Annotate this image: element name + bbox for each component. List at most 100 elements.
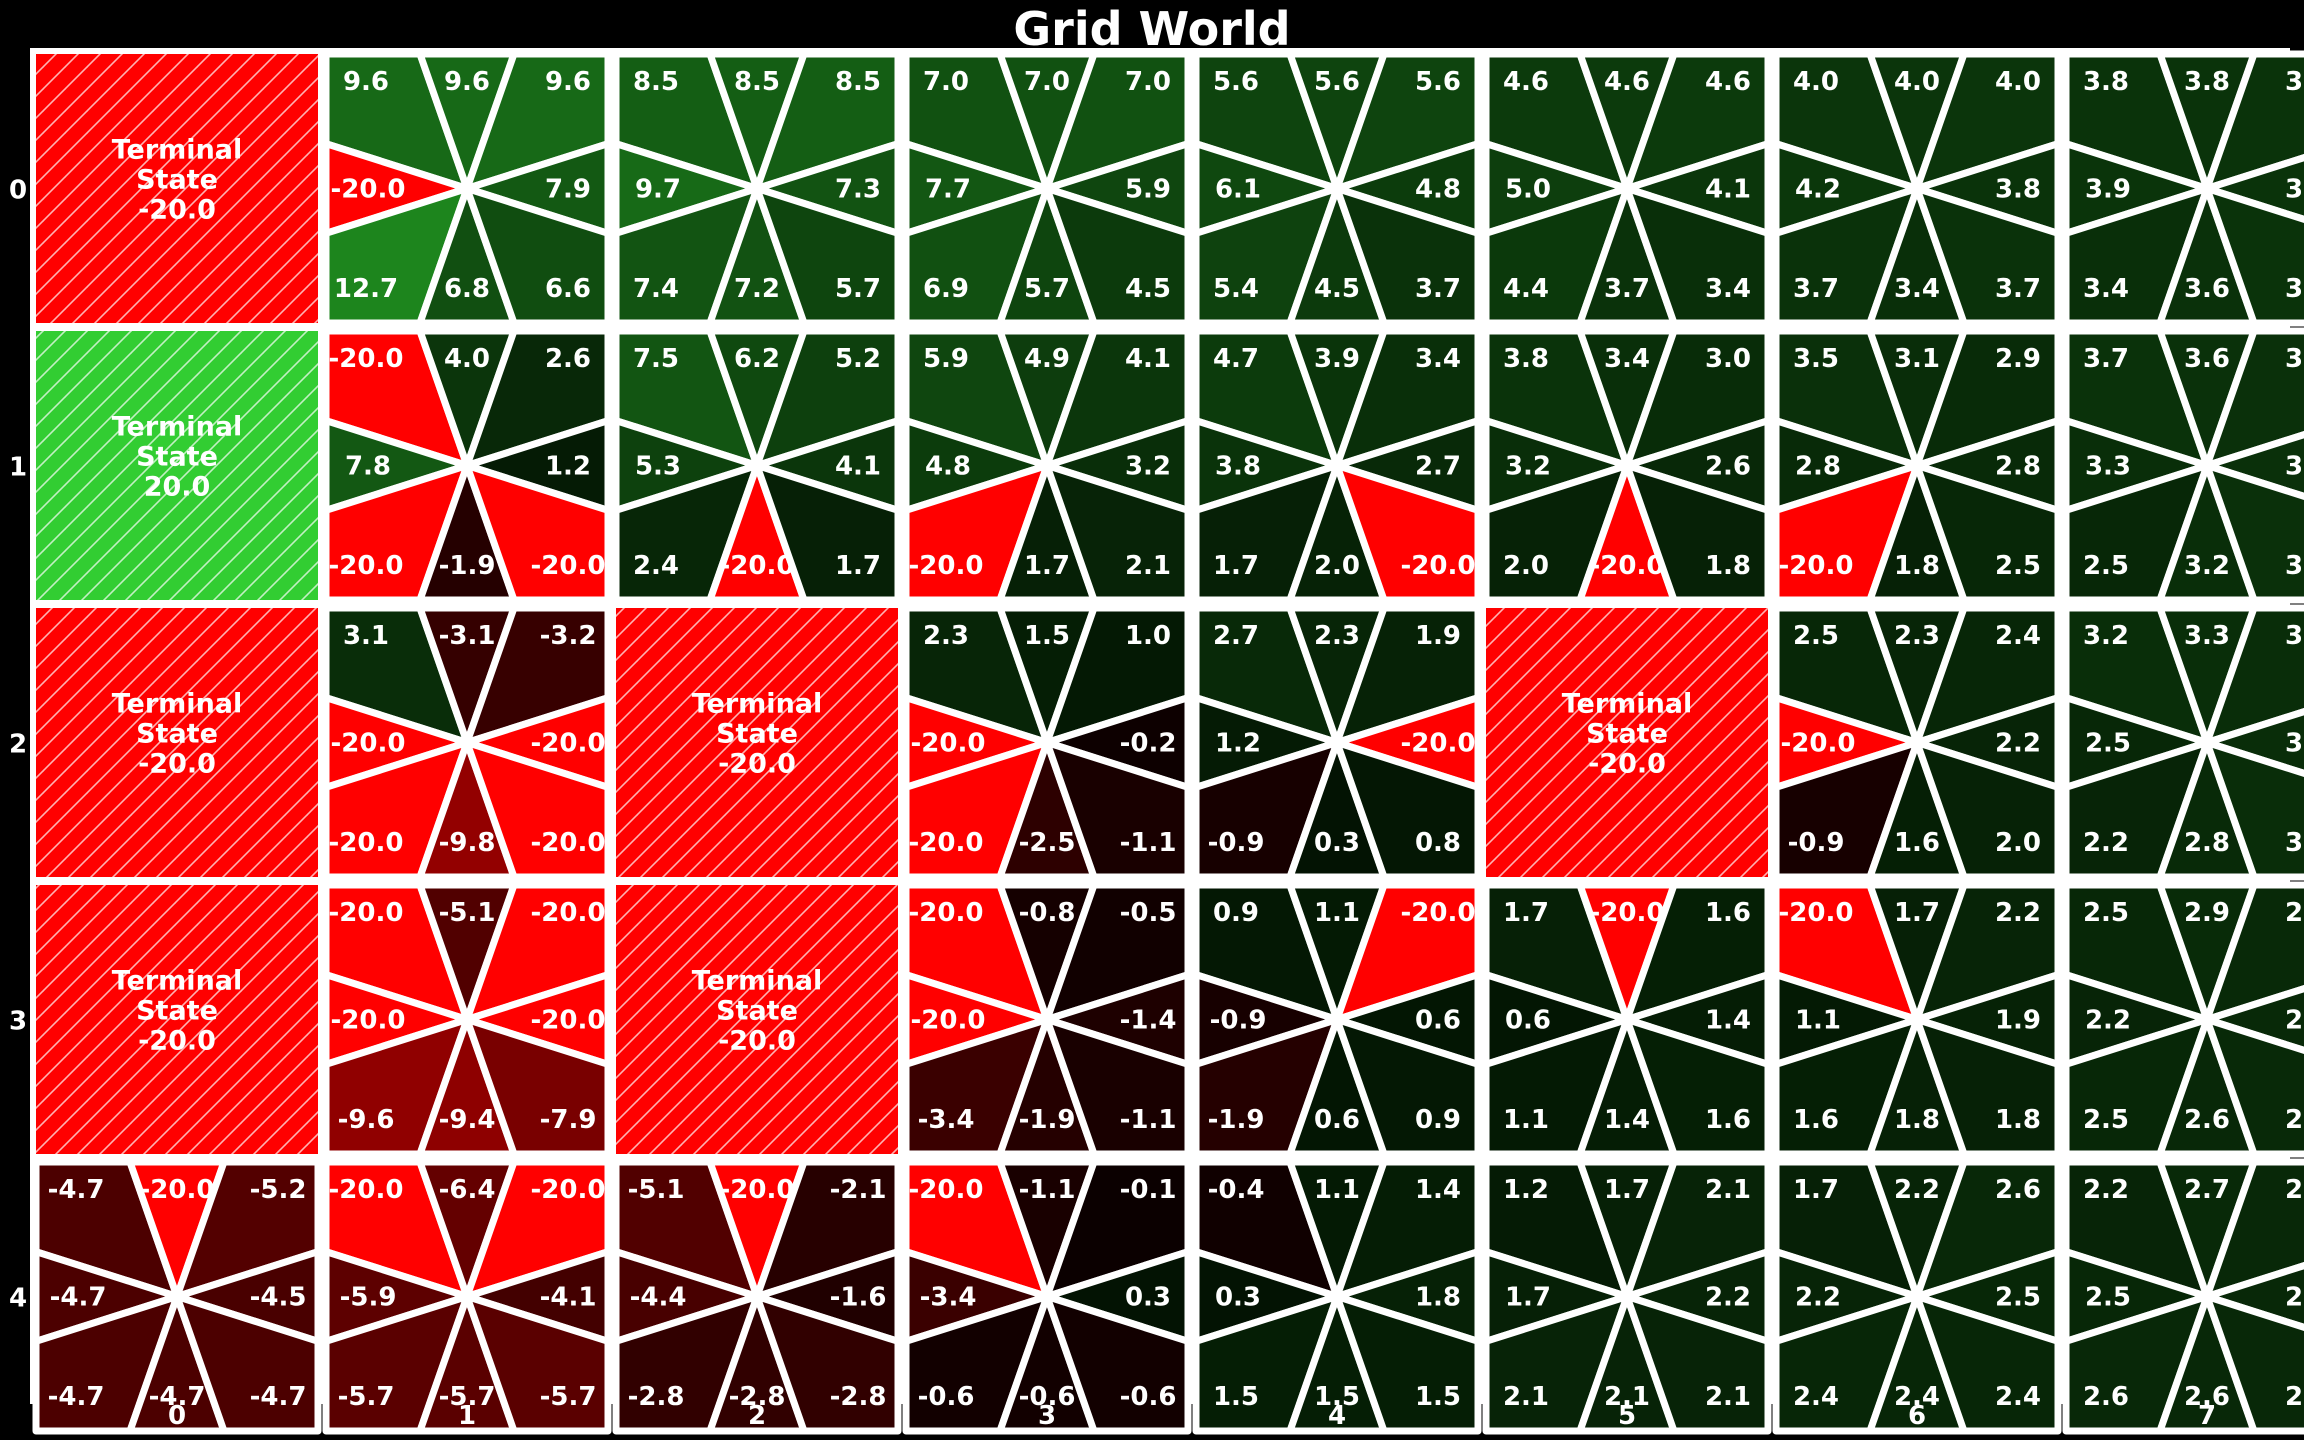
q-wedge-down-right <box>1043 739 1192 881</box>
q-value-down-left: -2.8 <box>628 1382 685 1412</box>
q-value-down: -2.5 <box>1019 828 1076 858</box>
q-value-up-left: 5.6 <box>1213 67 1259 97</box>
q-value-up-left: 3.8 <box>1503 344 1549 374</box>
q-value-up-right: 1.0 <box>1125 621 1171 651</box>
q-value-left: 2.2 <box>2085 1006 2131 1036</box>
grid-cells: Terminal State -20.09.6 9.6 9.6-20.0 7.912.7 6… <box>32 50 2304 1435</box>
q-value-left: -3.4 <box>920 1283 977 1313</box>
q-value-up-left: 7.5 <box>633 344 679 374</box>
q-value-up-right: 2.7 <box>2285 898 2304 928</box>
q-value-down-left: -9.6 <box>338 1105 395 1135</box>
q-value-up: -20.0 <box>1590 898 1665 928</box>
q-wedge-down-right <box>1333 462 1482 604</box>
q-value-right: 1.4 <box>1705 1006 1751 1036</box>
q-wedge-down-right <box>2203 739 2304 881</box>
q-value-down-right: -7.9 <box>540 1105 597 1135</box>
x-tick-label: 3 <box>1038 1401 1056 1431</box>
q-wedge-down-right <box>463 462 612 604</box>
q-value-up: 1.1 <box>1314 898 1360 928</box>
q-value-up-right: 3.0 <box>1705 344 1751 374</box>
q-value-right: 3.1 <box>2285 729 2304 759</box>
q-wedge-up-right <box>2203 604 2304 746</box>
q-value-down-left: -20.0 <box>329 551 404 581</box>
q-value-left: -0.9 <box>1210 1006 1267 1036</box>
q-value-down-right: 2.6 <box>2285 1382 2304 1412</box>
q-wedge-down-right <box>2203 1016 2304 1158</box>
q-value-down-right: -2.8 <box>830 1382 887 1412</box>
q-value-down: 5.7 <box>1024 274 1070 304</box>
q-value-up-left: 3.1 <box>343 621 389 651</box>
q-value-left: 0.6 <box>1505 1006 1551 1036</box>
cell-r3-c1: -20.0 -5.1 -20.0 -20.0 -20.0 -9.6 -9.4 -7.9 <box>322 881 612 1158</box>
q-value-right: 2.2 <box>1995 729 2041 759</box>
y-tick-label: 2 <box>9 730 27 760</box>
q-wedge-down-right <box>1333 1016 1482 1158</box>
q-value-down-right: 3.7 <box>1995 274 2041 304</box>
q-value-up: 8.5 <box>734 67 780 97</box>
q-value-down: 2.6 <box>2184 1382 2230 1412</box>
q-value-up: 4.9 <box>1024 344 1070 374</box>
q-value-left: 3.9 <box>2085 175 2131 205</box>
q-value-down: 2.8 <box>2184 828 2230 858</box>
q-value-right: -20.0 <box>531 1006 606 1036</box>
q-value-down-right: 0.9 <box>1415 1105 1461 1135</box>
q-value-left: 5.0 <box>1505 175 1551 205</box>
q-value-down-left: 2.2 <box>2083 828 2129 858</box>
terminal-cell-hatch <box>616 608 898 877</box>
q-value-up-left: 2.7 <box>1213 621 1259 651</box>
q-value-left: -20.0 <box>331 175 406 205</box>
q-value-down-left: 6.9 <box>923 274 969 304</box>
q-value-up: 3.6 <box>2184 344 2230 374</box>
q-value-down-right: 5.7 <box>835 274 881 304</box>
q-value-right: -20.0 <box>531 729 606 759</box>
q-value-up-left: 2.3 <box>923 621 969 651</box>
q-value-down: -9.4 <box>439 1105 496 1135</box>
q-value-up-left: -20.0 <box>329 1175 404 1205</box>
q-value-up-right: 3.8 <box>2285 67 2304 97</box>
q-value-up-right: -20.0 <box>1401 898 1476 928</box>
cell-r0-c4: 5.6 5.6 5.6 6.1 4.8 5.4 4.5 3.7 <box>1192 50 1482 327</box>
q-wedge-down-right <box>1913 1293 2062 1435</box>
q-value-down-left: 7.4 <box>633 274 679 304</box>
q-value-down: 1.8 <box>1894 1105 1940 1135</box>
cell-r0-c7: 3.8 3.8 3.8 3.9 3.8 3.4 3.6 3.8 <box>2062 50 2304 327</box>
q-value-right: 0.3 <box>1125 1283 1171 1313</box>
q-value-down-left: 3.4 <box>2083 274 2129 304</box>
cell-r2-c7: 3.2 3.3 3.1 2.5 3.1 2.2 2.8 3.1 <box>2062 604 2304 881</box>
q-value-left: 3.8 <box>1215 452 1261 482</box>
cell-r2-c0: Terminal State -20.0 <box>36 608 318 877</box>
q-value-down-right: 6.6 <box>545 274 591 304</box>
q-value-up-left: -20.0 <box>329 344 404 374</box>
cell-r4-c7: 2.2 2.7 2.6 2.5 2.6 2.6 2.6 2.6 <box>2062 1158 2304 1435</box>
q-value-up-left: 1.2 <box>1503 1175 1549 1205</box>
q-value-up-left: 9.6 <box>343 67 389 97</box>
terminal-cell-hatch <box>36 54 318 323</box>
q-value-down: 2.1 <box>1604 1382 1650 1412</box>
terminal-state-label: Terminal State -20.0 <box>112 135 243 226</box>
q-value-up-left: -20.0 <box>329 898 404 928</box>
q-value-down: 3.6 <box>2184 274 2230 304</box>
q-value-left: -4.7 <box>50 1283 107 1313</box>
q-value-down-left: 2.5 <box>2083 1105 2129 1135</box>
q-wedge-down-right <box>1623 1293 1772 1435</box>
q-value-down-left: -20.0 <box>1779 551 1854 581</box>
q-value-left: 9.7 <box>635 175 681 205</box>
q-value-left: 4.2 <box>1795 175 1841 205</box>
q-value-right: 7.3 <box>835 175 881 205</box>
q-value-up-left: 3.8 <box>2083 67 2129 97</box>
q-value-up-right: 3.1 <box>2285 621 2304 651</box>
q-value-up-left: 4.0 <box>1793 67 1839 97</box>
q-value-up: 6.2 <box>734 344 780 374</box>
q-value-left: -5.9 <box>340 1283 397 1313</box>
q-value-up-right: 8.5 <box>835 67 881 97</box>
q-value-down-right: 3.5 <box>2285 551 2304 581</box>
q-value-down: 1.5 <box>1314 1382 1360 1412</box>
y-tick-label: 0 <box>9 176 27 206</box>
q-wedge-up-right <box>2203 1158 2304 1300</box>
q-value-down-left: -1.9 <box>1208 1105 1265 1135</box>
x-tick-label: 0 <box>168 1401 186 1431</box>
q-wedge-down-right <box>2203 462 2304 604</box>
q-value-right: 2.8 <box>1995 452 2041 482</box>
q-value-up: 9.6 <box>444 67 490 97</box>
q-value-down-right: 2.1 <box>1705 1382 1751 1412</box>
